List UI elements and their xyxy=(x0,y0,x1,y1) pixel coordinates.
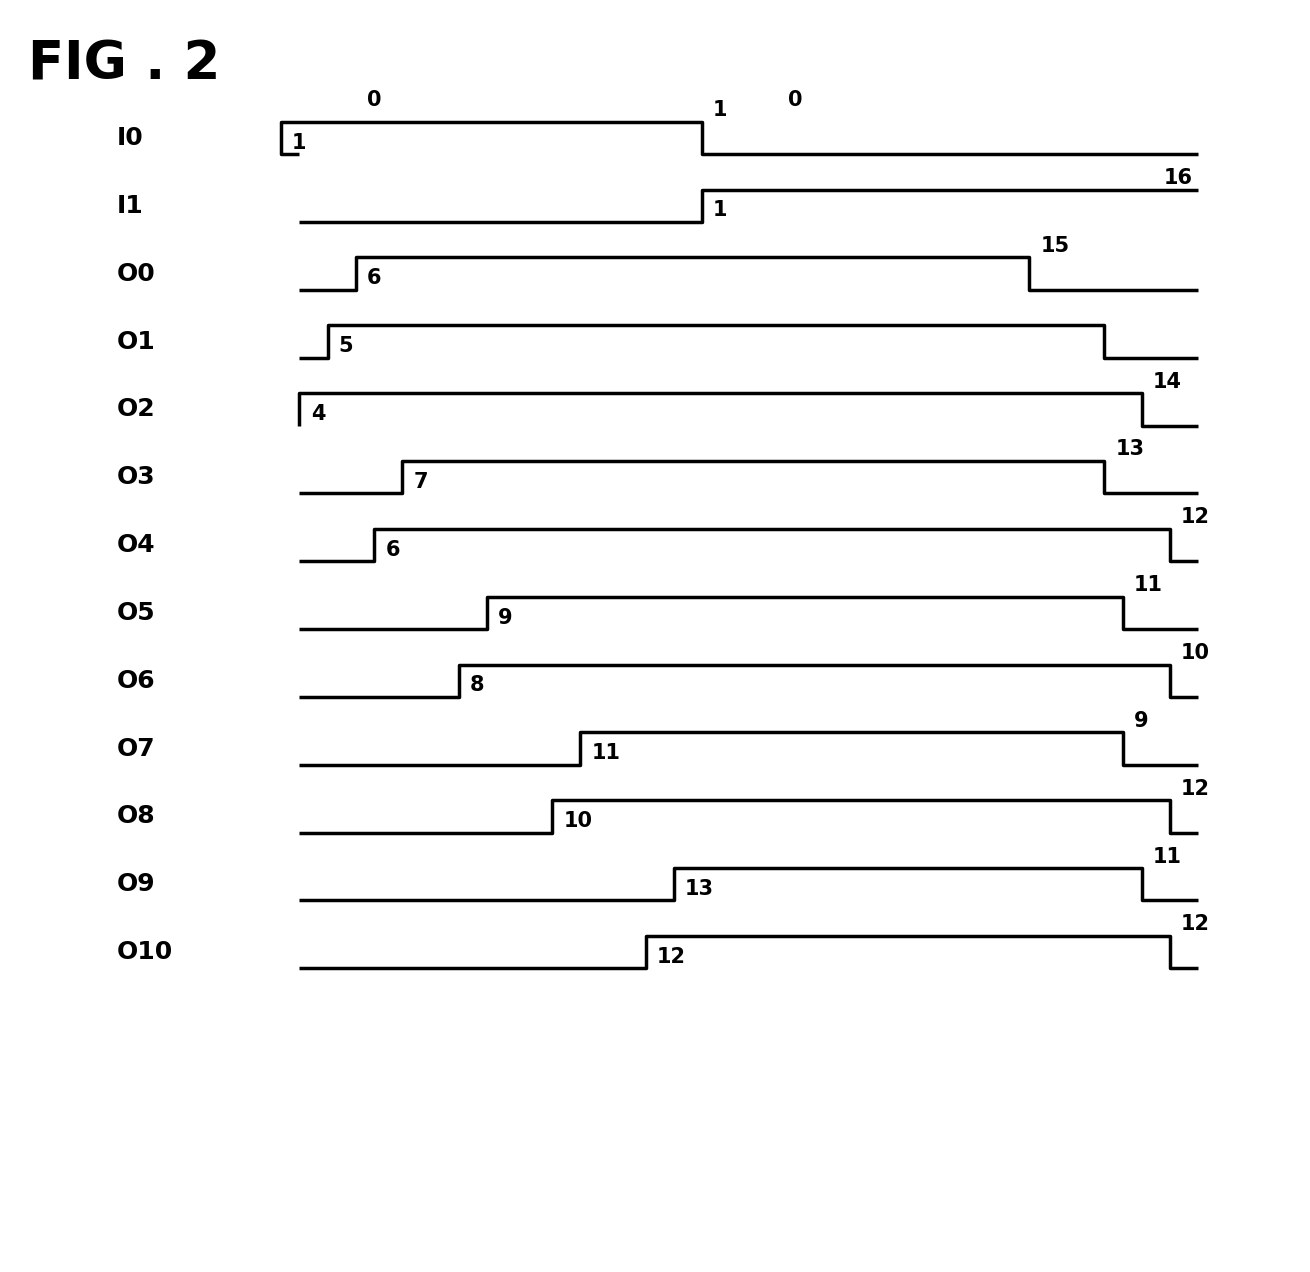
Text: O2: O2 xyxy=(117,397,156,421)
Text: I1: I1 xyxy=(117,193,144,218)
Text: 1: 1 xyxy=(713,100,727,121)
Text: 15: 15 xyxy=(1040,235,1070,256)
Text: 14: 14 xyxy=(1153,371,1182,392)
Text: 13: 13 xyxy=(685,879,714,899)
Text: 8: 8 xyxy=(470,675,485,696)
Text: O8: O8 xyxy=(117,804,156,828)
Text: 10: 10 xyxy=(1180,642,1210,663)
Text: 4: 4 xyxy=(310,404,325,424)
Text: O9: O9 xyxy=(117,873,156,897)
Text: O3: O3 xyxy=(117,466,156,490)
Text: 10: 10 xyxy=(563,812,592,831)
Text: 12: 12 xyxy=(656,946,686,967)
Text: 12: 12 xyxy=(1180,915,1210,935)
Text: 9: 9 xyxy=(498,608,512,627)
Text: 5: 5 xyxy=(339,336,354,356)
Text: 13: 13 xyxy=(1115,439,1145,459)
Text: 1: 1 xyxy=(292,132,307,153)
Text: 0: 0 xyxy=(789,90,803,111)
Text: 16: 16 xyxy=(1165,168,1193,188)
Text: 11: 11 xyxy=(1134,575,1163,595)
Text: 12: 12 xyxy=(1180,508,1210,528)
Text: O0: O0 xyxy=(117,262,156,286)
Text: 0: 0 xyxy=(367,90,381,111)
Text: I0: I0 xyxy=(117,126,144,150)
Text: 7: 7 xyxy=(414,472,428,492)
Text: 11: 11 xyxy=(1153,846,1182,866)
Text: O1: O1 xyxy=(117,329,156,354)
Text: O7: O7 xyxy=(117,736,156,761)
Text: 9: 9 xyxy=(1134,711,1149,731)
Text: O4: O4 xyxy=(117,533,156,557)
Text: 6: 6 xyxy=(367,268,381,289)
Text: 6: 6 xyxy=(385,539,400,560)
Text: FIG . 2: FIG . 2 xyxy=(28,38,220,90)
Text: O6: O6 xyxy=(117,669,156,693)
Text: 1: 1 xyxy=(713,201,727,220)
Text: 11: 11 xyxy=(591,743,621,763)
Text: 12: 12 xyxy=(1180,778,1210,799)
Text: O5: O5 xyxy=(117,600,156,625)
Text: O10: O10 xyxy=(117,940,173,964)
